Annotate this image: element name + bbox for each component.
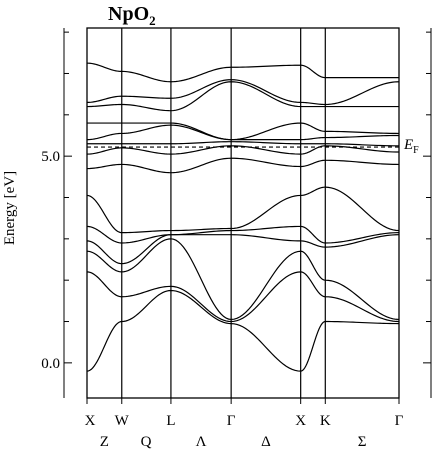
y-axis-label: Energy [eV] bbox=[2, 171, 18, 245]
k-point-label: Γ bbox=[395, 413, 404, 429]
k-point-label: X bbox=[295, 413, 306, 429]
k-point-label: W bbox=[115, 413, 130, 429]
k-point-label: L bbox=[166, 413, 175, 429]
band-line bbox=[86, 238, 400, 321]
band-line bbox=[86, 271, 400, 323]
fermi-level-label: EF bbox=[403, 137, 419, 156]
y-tick-label: 0.0 bbox=[41, 356, 60, 372]
direction-label: Q bbox=[141, 434, 152, 450]
band-line bbox=[86, 62, 399, 83]
band-line bbox=[86, 289, 400, 372]
plot-frame bbox=[86, 27, 400, 399]
band-line bbox=[87, 141, 400, 147]
direction-label: Λ bbox=[196, 434, 207, 450]
y-tick-label: 5.0 bbox=[41, 149, 60, 165]
band-line bbox=[86, 225, 400, 244]
k-point-label: X bbox=[85, 413, 96, 429]
band-line bbox=[86, 186, 400, 234]
direction-label: Σ bbox=[358, 434, 367, 450]
band-line bbox=[86, 81, 399, 112]
band-line bbox=[86, 145, 400, 155]
k-point-label: K bbox=[320, 413, 331, 429]
band-line bbox=[86, 234, 400, 265]
chart-title: NpO2 bbox=[108, 3, 156, 28]
k-point-label: Γ bbox=[227, 413, 236, 429]
direction-label: Z bbox=[100, 434, 109, 450]
direction-label: Δ bbox=[261, 434, 271, 450]
band-line bbox=[86, 79, 400, 106]
band-line bbox=[87, 122, 400, 141]
band-line bbox=[86, 157, 400, 174]
